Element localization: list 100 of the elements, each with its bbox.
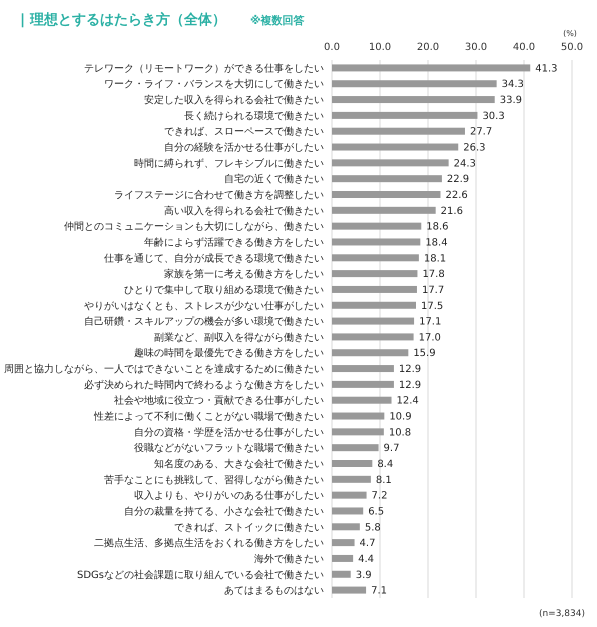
bar xyxy=(332,144,458,151)
bar xyxy=(332,492,367,499)
y-tick-label: やりがいはなくとも、ストレスが少ない仕事がしたい xyxy=(84,300,324,312)
text: | 理想とするはたらき方（全体） xyxy=(20,11,226,28)
bar xyxy=(332,191,440,198)
y-tick-label: 安定した収入を得られる会社で働きたい xyxy=(144,94,324,106)
bar xyxy=(332,222,422,230)
bar xyxy=(332,444,379,452)
bar xyxy=(332,64,530,72)
bar xyxy=(332,128,465,135)
bar xyxy=(332,507,364,514)
y-tick-label: 収入よりも、やりがいのある仕事がしたい xyxy=(134,490,324,502)
text: (n=3,834) xyxy=(538,609,585,619)
data-label: 17.1 xyxy=(419,316,442,328)
data-label: 34.3 xyxy=(502,79,524,90)
bar xyxy=(332,270,418,278)
y-tick-label: 仕事を通じて、自分が成長できる環境で働きたい xyxy=(104,252,324,264)
data-label: 3.9 xyxy=(356,570,372,581)
data-label: 33.9 xyxy=(500,95,522,106)
data-label: 12.4 xyxy=(396,396,419,407)
data-label: 4.4 xyxy=(358,554,374,565)
bar xyxy=(332,570,351,578)
data-label: 12.9 xyxy=(398,364,422,376)
x-axis-title: (%) xyxy=(563,29,577,38)
y-tick-label: 長く続けられる環境で働きたい xyxy=(184,110,324,122)
chart-subtitle: ※複数回答 xyxy=(250,14,306,27)
data-label: 26.3 xyxy=(463,142,486,154)
data-label: 22.9 xyxy=(446,174,470,186)
y-tick-label: 必ず決められた時間内で終わるような働き方をしたい xyxy=(84,378,324,391)
bar xyxy=(332,206,436,214)
bar xyxy=(332,112,478,119)
data-label: 18.6 xyxy=(426,222,449,233)
x-tick-label: 50.0 xyxy=(560,42,584,53)
data-label: 30.3 xyxy=(482,110,505,122)
data-label: 12.9 xyxy=(398,380,422,391)
bar xyxy=(332,318,414,325)
data-label: 8.1 xyxy=(376,474,392,486)
bar xyxy=(332,238,420,246)
x-tick-label: 0.0 xyxy=(324,42,340,53)
bar xyxy=(332,302,416,309)
y-tick-label: 自分の裁量を持てる、小さな会社で働きたい xyxy=(124,505,324,518)
data-label: 17.0 xyxy=(418,332,441,344)
bar xyxy=(332,286,417,293)
bar xyxy=(332,175,442,182)
y-tick-label: 知名度のある、大きな会社で働きたい xyxy=(154,458,324,470)
data-label: 7.1 xyxy=(371,586,387,597)
y-tick-label: 副業など、副収入を得ながら働きたい xyxy=(154,331,324,344)
bar xyxy=(332,476,371,483)
data-label: 17.5 xyxy=(421,300,444,312)
y-tick-label: 性差によって不利に働くことがない職場で働きたい xyxy=(93,410,324,423)
data-label: 24.3 xyxy=(454,158,476,170)
x-tick-label: 20.0 xyxy=(416,42,440,53)
bar xyxy=(332,412,384,420)
data-label: 4.7 xyxy=(360,538,376,550)
data-label: 27.7 xyxy=(470,126,492,138)
data-label: 6.5 xyxy=(368,506,384,518)
y-tick-label: 社会や地域に役立つ・貢献できる仕事がしたい xyxy=(114,394,324,407)
y-tick-label: 時間に縛られず、フレキシブルに働きたい xyxy=(134,157,324,170)
x-tick-label: 40.0 xyxy=(512,42,536,53)
y-tick-label: 海外で働きたい xyxy=(254,552,324,565)
data-label: 22.6 xyxy=(445,190,468,201)
data-label: 21.6 xyxy=(440,206,463,217)
bar xyxy=(332,539,355,546)
y-tick-label: 年齢によらず活躍できる働き方をしたい xyxy=(144,236,324,248)
y-tick-label: 苦手なことにも挑戦して、習得しながら働きたい xyxy=(104,474,324,486)
y-tick-label: 高い収入を得られる会社で働きたい xyxy=(164,204,324,217)
data-label: 7.2 xyxy=(372,490,388,502)
y-tick-label: ライフステージに合わせて働き方を調整したい xyxy=(114,189,324,201)
x-tick-label: 10.0 xyxy=(368,42,392,53)
data-label: 8.4 xyxy=(377,459,394,470)
bar xyxy=(332,380,394,388)
bar xyxy=(332,460,372,467)
y-tick-label: 仲間とのコミュニケーションも大切にしながら、働きたい xyxy=(64,220,324,233)
bar xyxy=(332,96,495,104)
bar xyxy=(332,586,366,594)
data-label: 18.1 xyxy=(424,253,446,264)
y-tick-label: ひとりで集中して取り組める環境で働きたい xyxy=(124,284,324,296)
bar xyxy=(332,428,384,436)
y-tick-label: 周囲と協力しながら、一人ではできないことを達成するために働きたい xyxy=(4,363,324,376)
data-label: 17.8 xyxy=(422,269,445,280)
x-tick-label: 30.0 xyxy=(464,42,488,53)
bar xyxy=(332,523,360,530)
data-label: 10.8 xyxy=(388,427,412,438)
y-tick-label: 役職などがないフラットな職場で働きたい xyxy=(134,442,324,454)
bar xyxy=(332,554,354,562)
bar xyxy=(332,80,497,88)
y-tick-label: 二拠点生活、多拠点生活をおくれる働き方をしたい xyxy=(94,537,324,550)
data-label: 41.3 xyxy=(535,63,558,74)
bar xyxy=(332,365,394,372)
y-tick-label: SDGsなどの社会課題に取り組んでいる会社で働きたい xyxy=(76,568,324,581)
data-label: 5.8 xyxy=(364,522,381,534)
y-tick-label: テレワーク（リモートワーク）ができる仕事をしたい xyxy=(84,62,324,74)
bar xyxy=(332,396,392,404)
data-label: 15.9 xyxy=(413,348,436,360)
data-label: 17.7 xyxy=(422,284,444,296)
data-label: 9.7 xyxy=(384,443,400,454)
y-tick-label: 自分の資格・学歴を活かせる仕事がしたい xyxy=(134,426,324,438)
bar xyxy=(332,159,449,166)
data-label: 10.9 xyxy=(389,412,412,423)
y-tick-label: 自宅の近くで働きたい xyxy=(224,173,324,186)
